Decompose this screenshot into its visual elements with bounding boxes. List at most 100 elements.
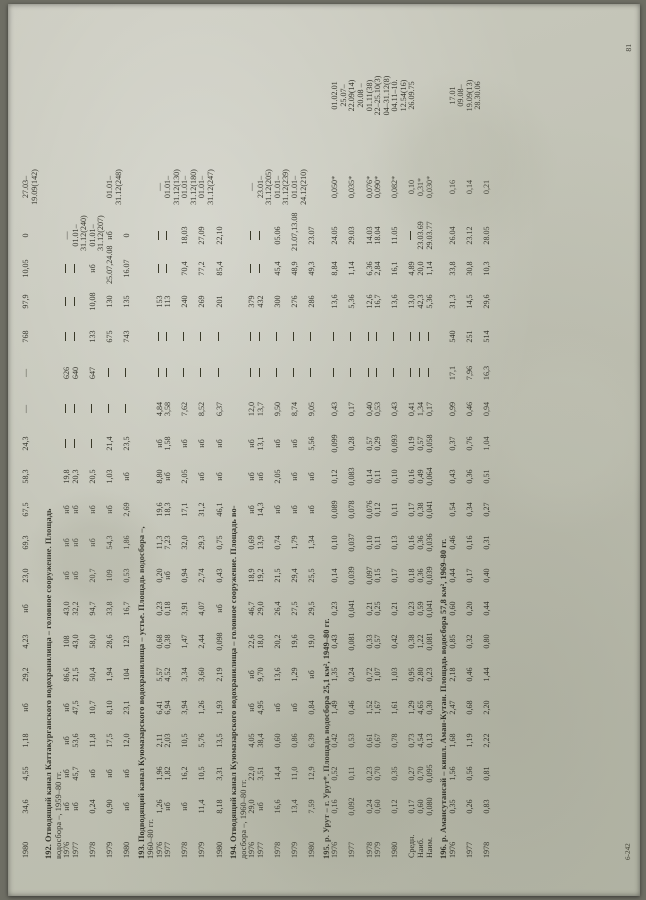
cell-value bbox=[257, 219, 274, 252]
cell-value: 0,11 bbox=[347, 766, 357, 781]
table-row: 1976 0,16 0,52 0,42 1,49 1,35 0,43 0,23 0,14 0,10… bbox=[330, 36, 348, 860]
cell-value: 0,44 bbox=[481, 601, 491, 616]
cell-value: 123 bbox=[122, 635, 132, 648]
cell-value: 0,75 bbox=[214, 535, 224, 550]
em-dash-mark bbox=[310, 332, 312, 341]
cell-value: нб bbox=[255, 802, 265, 811]
table-row: 1980 0,12 0,35 0,78 1,61 1,03 0,42 0,21 0,17 0,13… bbox=[390, 36, 408, 860]
cell-value bbox=[408, 355, 417, 391]
table-row: 1979 13,4 11,0 0,86 нб 1,29 19,6 27,5 29,4 1,79 нб… bbox=[290, 36, 308, 860]
cell-value: 0,44 bbox=[447, 568, 457, 583]
cell-value: 34,6 bbox=[21, 799, 30, 814]
date-range-stack: 17.01 09.08– bbox=[447, 84, 466, 107]
date-range-stack: 23.01– 31.12(205) bbox=[255, 169, 274, 205]
cell-value: 6,39 bbox=[307, 733, 317, 748]
rotated-page-content: 1980 34,6 4,55 1,18 нб 29,2 4,23 нб 23,0… bbox=[12, 10, 636, 890]
cell-value: 23,0 bbox=[21, 568, 30, 583]
cell-value: 109 bbox=[104, 569, 114, 582]
table-row: 1977 нб 1,82 2,03 6,94 4,52 0,38 0,18 нб 7,23 18,3… bbox=[163, 36, 181, 860]
cell-value: 0,16 bbox=[464, 535, 474, 550]
cell-value: 0,60 bbox=[373, 799, 383, 814]
hydrology-data-table: 1980 34,6 4,55 1,18 нб 29,2 4,23 нб 23,0… bbox=[21, 36, 496, 860]
cell-value bbox=[216, 355, 225, 391]
cell-value bbox=[426, 355, 435, 391]
cell-value: 8,52 bbox=[197, 401, 207, 417]
cell-value: 26,4 bbox=[272, 601, 282, 616]
em-dash-mark bbox=[217, 368, 219, 378]
cell-value: нб bbox=[272, 439, 282, 448]
table-row: 1977 нб 3,51 38,4 4,95 9,70 18,0 29,0 19,2 13,9 14… bbox=[255, 36, 274, 860]
cell-value: 16,3 bbox=[481, 365, 491, 381]
date-range-stack: 01.01– 31.12(207) bbox=[87, 215, 106, 251]
cell-value: 21,4 bbox=[104, 436, 114, 451]
page-inner: 1980 34,6 4,55 1,18 нб 29,2 4,23 нб 23,0… bbox=[12, 10, 636, 890]
cell-value: 10,5 bbox=[180, 733, 190, 748]
em-dash-mark bbox=[166, 368, 168, 378]
cell-value: 2,44 bbox=[197, 634, 207, 649]
date-range-stack: 26.09.75 bbox=[407, 81, 417, 110]
cell-value: 3,60 bbox=[197, 667, 207, 682]
cell-value: нб bbox=[272, 703, 282, 712]
cell-value: 0,17 bbox=[424, 401, 434, 417]
cell-value: 29,0 bbox=[255, 601, 265, 616]
cell-value: 6,37 bbox=[214, 401, 224, 417]
cell-value: 0,30 bbox=[424, 700, 434, 715]
cell-value: 0,089 bbox=[330, 500, 340, 519]
cell-value: 0,99 bbox=[447, 401, 457, 417]
em-dash-mark bbox=[125, 368, 127, 378]
cell-value: 1,93 bbox=[214, 700, 224, 715]
cell-value: 16,2 bbox=[180, 766, 190, 781]
cell-value: 2,69 bbox=[122, 502, 132, 517]
cell-value: нб bbox=[214, 604, 224, 613]
cell-value: 0,13 bbox=[424, 733, 434, 748]
cell-value: 0,064 bbox=[424, 467, 434, 486]
row-year-label: 1978 bbox=[272, 841, 282, 858]
cell-value: 3,91 bbox=[180, 601, 190, 616]
cell-value: 0,15 bbox=[373, 568, 383, 583]
cell-value: 0 bbox=[122, 233, 132, 238]
cell-value: 6,94 bbox=[163, 700, 173, 715]
cell-value bbox=[257, 318, 274, 355]
cell-value: 0,081 bbox=[424, 632, 434, 651]
cell-value: 743 bbox=[122, 330, 132, 343]
cell-value: 50,4 bbox=[87, 667, 97, 682]
cell-value: 3,51 bbox=[255, 766, 265, 781]
table-row: 1979 0,60 0,70 0,67 1,67 1,07 0,57 0,25 0,15 0,11… bbox=[373, 36, 391, 860]
cell-value: 24,3 bbox=[21, 436, 30, 451]
cell-value: 0,85 bbox=[447, 634, 457, 649]
em-dash-mark bbox=[410, 368, 412, 378]
cell-value: 1,61 bbox=[390, 700, 400, 715]
em-dash-mark bbox=[157, 264, 159, 273]
cell-value: 20,3 bbox=[70, 469, 80, 484]
cell-value: 32,2 bbox=[70, 601, 80, 616]
cell-value: 77,2 bbox=[197, 261, 207, 276]
cell-value: 0,11 bbox=[390, 502, 400, 517]
cell-value: 0,082* bbox=[390, 175, 400, 199]
cell-value: 2,47 bbox=[447, 700, 457, 715]
cell-value: 135 bbox=[122, 295, 132, 308]
em-dash-mark bbox=[157, 332, 159, 341]
cell-date-range bbox=[417, 36, 426, 155]
cell-value: нб bbox=[122, 769, 132, 778]
cell-date-range bbox=[308, 155, 317, 219]
cell-value: 0,090* bbox=[373, 175, 383, 199]
cell-value: 0,080 bbox=[424, 797, 434, 816]
cell-value bbox=[274, 355, 291, 391]
cell-value: 0,23 bbox=[330, 601, 340, 616]
cell-value: 7,96 bbox=[464, 365, 474, 381]
cell-value: 13,5 bbox=[214, 733, 224, 748]
cell-value bbox=[291, 355, 308, 391]
cell-value: 0,35 bbox=[447, 799, 457, 814]
cell-date-range bbox=[426, 36, 435, 155]
cell-value bbox=[257, 252, 274, 285]
cell-value: 12,0 bbox=[122, 733, 132, 748]
cell-value bbox=[308, 318, 317, 355]
em-dash-mark bbox=[65, 332, 67, 341]
cell-value: 16.07 bbox=[122, 259, 132, 278]
em-dash-mark bbox=[350, 368, 352, 378]
table-row: 1978 0,83 0,81 2,22 2,20 1,44 0,80 0,44 0,40 0,31… bbox=[481, 36, 492, 860]
section-title: 194. Отводящий канал Куюмазарского водох… bbox=[229, 505, 248, 859]
date-range-stack: 19.09(13) 28.30.06 bbox=[464, 79, 483, 112]
cell-value: 22,10 bbox=[214, 226, 224, 245]
cell-value: 0,51 bbox=[481, 469, 491, 484]
